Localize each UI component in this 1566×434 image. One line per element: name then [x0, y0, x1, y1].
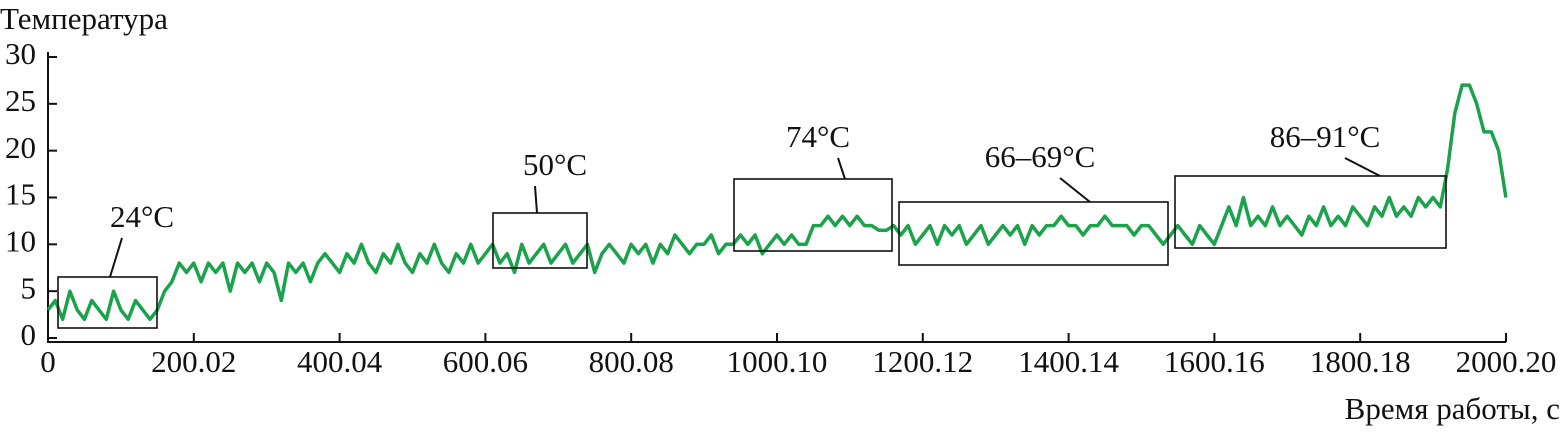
x-axis-title: Время работы, с — [1345, 391, 1560, 426]
annotation: 74°C — [786, 119, 850, 154]
y-axis-title: Температура — [0, 1, 168, 36]
annotation-leader — [534, 185, 538, 214]
x-tick-label: 1600.16 — [1164, 344, 1265, 379]
x-tick-label: 800.08 — [589, 344, 674, 379]
annotation-box — [1174, 175, 1447, 249]
x-tick-label: 600.06 — [443, 344, 528, 379]
x-tick-label: 0 — [40, 344, 56, 379]
x-tick-label: 1200.12 — [872, 344, 973, 379]
y-tick-label: 10 — [5, 223, 36, 258]
annotation: 24°C — [110, 199, 174, 234]
annotation-leader — [1059, 177, 1091, 203]
y-tick-label: 25 — [5, 83, 36, 118]
data-line — [46, 83, 1508, 322]
x-tick-label: 2000.20 — [1456, 344, 1557, 379]
annotation: 86–91°C — [1270, 119, 1381, 154]
x-tick-label: 200.02 — [151, 344, 236, 379]
x-tick-label: 400.04 — [297, 344, 383, 379]
x-tick-label: 1800.18 — [1310, 344, 1411, 379]
annotation-box — [492, 212, 588, 269]
y-tick-label: 20 — [5, 130, 36, 165]
y-tick-label: 15 — [5, 177, 36, 212]
y-tick-label: 0 — [21, 317, 37, 352]
annotation-box — [733, 178, 893, 252]
y-tick-label: 5 — [21, 270, 37, 305]
annotation-leader — [109, 237, 123, 278]
annotation: 50°C — [523, 147, 587, 182]
annotation-box — [898, 201, 1169, 266]
annotation: 66–69°C — [985, 139, 1096, 174]
x-tick-label: 1000.10 — [727, 344, 828, 379]
annotation-leader — [1344, 157, 1381, 177]
annotation-leader — [837, 157, 846, 180]
x-tick-label: 1400.14 — [1018, 344, 1119, 379]
annotation-box — [57, 276, 158, 329]
y-tick-label: 30 — [5, 36, 36, 71]
